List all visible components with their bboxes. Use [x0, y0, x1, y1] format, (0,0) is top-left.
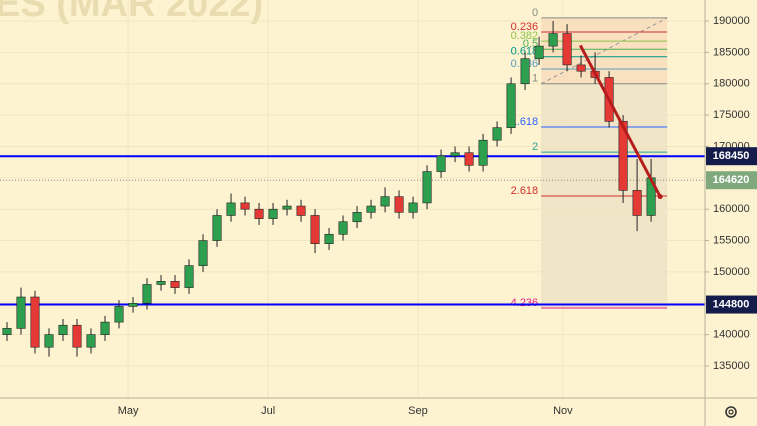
- candle-body: [506, 83, 516, 128]
- candle-body: [576, 64, 586, 72]
- candle-body: [422, 171, 432, 204]
- candle-body: [366, 205, 376, 213]
- y-tick-label: 150000: [713, 266, 750, 278]
- candle-body: [170, 281, 180, 288]
- y-tick-label: 180000: [713, 78, 750, 90]
- candle-body: [352, 212, 362, 223]
- fib-label: 0: [532, 7, 538, 19]
- candle-body: [394, 196, 404, 213]
- candle-body: [198, 240, 208, 266]
- price-label-bg: [706, 147, 757, 166]
- fib-label: 1: [532, 73, 538, 85]
- candle-body: [436, 155, 446, 172]
- fib-label: 2.618: [511, 185, 539, 197]
- plot-area: ES (MAR 2022)00.2360.3820.50.6180.78611.…: [0, 0, 705, 398]
- candle-body: [618, 121, 628, 191]
- y-tick-label: 140000: [713, 329, 750, 341]
- x-tick-label: May: [118, 405, 139, 417]
- candle-body: [450, 152, 460, 157]
- candle-body: [562, 33, 572, 66]
- candle-body: [380, 196, 390, 207]
- y-tick-label: 135000: [713, 360, 750, 372]
- candle-body: [156, 281, 166, 285]
- trendline-handle: [657, 194, 663, 200]
- x-tick-label: Sep: [408, 405, 428, 417]
- candle-body: [100, 321, 110, 335]
- fib-label: 0.382: [511, 30, 539, 42]
- price-label: 168450: [713, 150, 750, 162]
- candle-body: [492, 127, 502, 141]
- trendline: [579, 44, 662, 198]
- fib-diagonal: [540, 17, 668, 85]
- y-tick-label: 185000: [713, 46, 750, 58]
- fib-label: 2: [532, 141, 538, 153]
- candle-body: [268, 208, 278, 219]
- fib-label: 0.236: [511, 21, 539, 33]
- fib-label: 1.618: [511, 116, 539, 128]
- fib-label: 0.618: [511, 46, 539, 58]
- candle-body: [464, 152, 474, 166]
- candle-body: [16, 296, 26, 329]
- candle-body: [184, 265, 194, 288]
- x-tick-label: Jul: [261, 405, 275, 417]
- x-tick-label: Nov: [553, 405, 573, 417]
- candle-body: [548, 33, 558, 47]
- candle-body: [296, 205, 306, 216]
- candle-body: [72, 324, 82, 348]
- y-tick-label: 160000: [713, 203, 750, 215]
- candle-body: [86, 334, 96, 348]
- candle-body: [114, 306, 124, 323]
- candle-body: [226, 202, 236, 216]
- candle-body: [408, 202, 418, 213]
- y-tick-label: 155000: [713, 234, 750, 246]
- candle-body: [478, 139, 488, 166]
- candle-body: [58, 324, 68, 335]
- price-label: 144800: [713, 298, 750, 310]
- candle-body: [142, 284, 152, 304]
- candle-body: [324, 233, 334, 244]
- candle-body: [338, 221, 348, 235]
- settings-icon[interactable]: [725, 406, 737, 418]
- fib-label: 0.5: [523, 38, 538, 50]
- price-label: 164620: [713, 174, 750, 186]
- candle-body: [632, 190, 642, 216]
- candle-body: [30, 296, 40, 348]
- candle-body: [240, 202, 250, 210]
- candle-body: [520, 58, 530, 85]
- candle-body: [44, 334, 54, 348]
- fib-label: 4.236: [511, 297, 539, 309]
- candle-body: [254, 208, 264, 219]
- candle-body: [2, 328, 12, 335]
- price-label-bg: [706, 171, 757, 190]
- candle-body: [212, 215, 222, 241]
- y-tick-label: 175000: [713, 109, 750, 121]
- candle-body: [310, 215, 320, 244]
- candle-body: [128, 302, 138, 307]
- y-tick-label: 190000: [713, 15, 750, 27]
- price-label-bg: [706, 295, 757, 314]
- candle-body: [534, 45, 544, 59]
- candle-body: [282, 205, 292, 210]
